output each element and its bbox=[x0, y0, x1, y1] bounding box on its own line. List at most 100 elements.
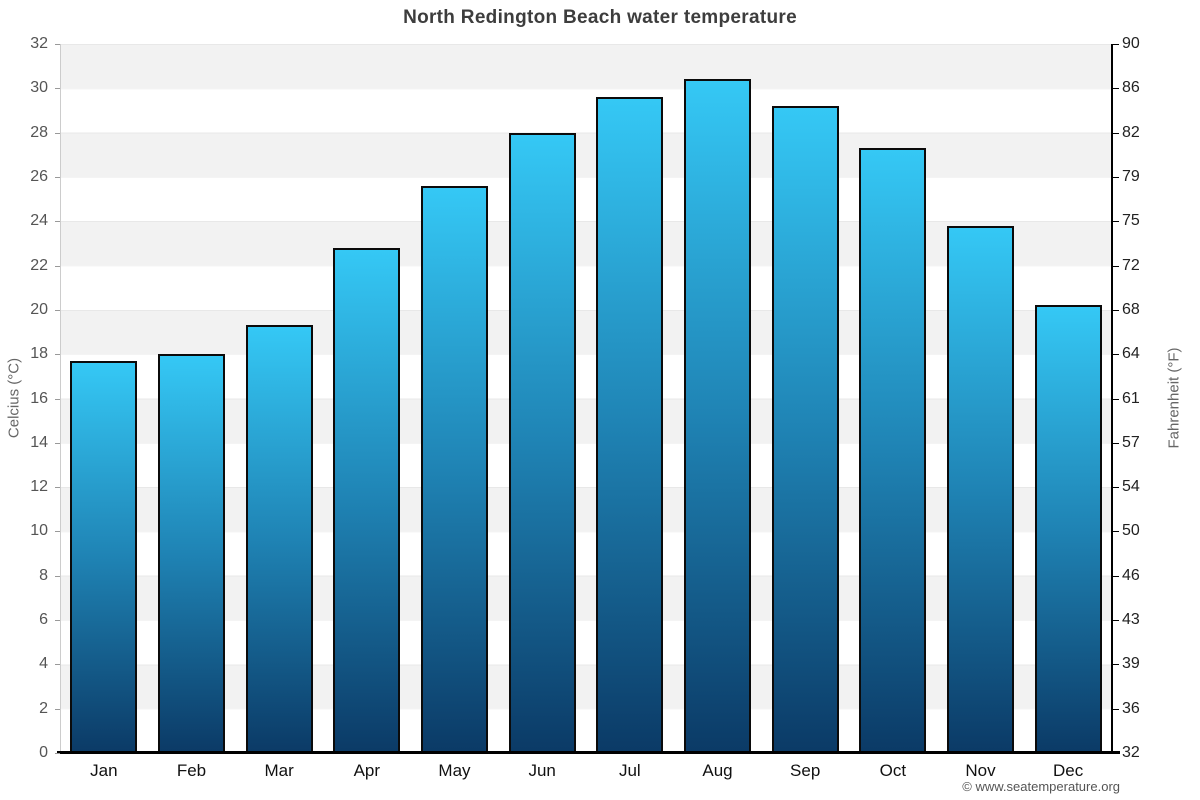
celsius-tickmark-18 bbox=[55, 354, 60, 356]
month-label-feb: Feb bbox=[176, 761, 207, 780]
month-label-apr: Apr bbox=[353, 761, 381, 780]
fahrenheit-tick-82: 82 bbox=[1122, 123, 1140, 141]
fahrenheit-tick-54: 54 bbox=[1122, 478, 1140, 496]
fahrenheit-tickmark-43 bbox=[1113, 620, 1119, 622]
month-label-jun: Jun bbox=[528, 761, 556, 780]
celsius-tick-6: 6 bbox=[39, 611, 48, 629]
month-label-nov: Nov bbox=[965, 761, 996, 780]
celsius-tick-8: 8 bbox=[39, 566, 48, 584]
fahrenheit-tick-68: 68 bbox=[1122, 300, 1140, 318]
bar-apr bbox=[333, 247, 401, 753]
fahrenheit-tick-61: 61 bbox=[1122, 389, 1140, 407]
bar-oct bbox=[859, 148, 927, 753]
month-label-aug: Aug bbox=[702, 761, 733, 780]
fahrenheit-tickmark-90 bbox=[1113, 44, 1119, 45]
month-label-jan: Jan bbox=[90, 761, 118, 780]
month-label-oct: Oct bbox=[879, 761, 907, 780]
celsius-tickmark-16 bbox=[55, 398, 60, 400]
fahrenheit-tick-50: 50 bbox=[1122, 522, 1140, 540]
fahrenheit-tick-43: 43 bbox=[1122, 611, 1140, 629]
fahrenheit-tickmark-68 bbox=[1113, 309, 1119, 311]
bars-layer bbox=[60, 44, 1112, 753]
fahrenheit-tickmark-75 bbox=[1113, 221, 1119, 223]
celsius-tick-22: 22 bbox=[30, 256, 48, 274]
fahrenheit-tickmark-57 bbox=[1113, 442, 1119, 444]
y-axis-label-fahrenheit: Fahrenheit (°F) bbox=[1165, 347, 1183, 449]
bar-jul bbox=[596, 97, 664, 753]
fahrenheit-tick-32: 32 bbox=[1122, 744, 1140, 761]
bar-mar bbox=[245, 325, 313, 753]
fahrenheit-tick-90: 90 bbox=[1122, 35, 1140, 52]
fahrenheit-tick-36: 36 bbox=[1122, 699, 1140, 717]
bar-may bbox=[421, 185, 488, 753]
fahrenheit-tick-57: 57 bbox=[1122, 433, 1140, 451]
fahrenheit-tickmark-32 bbox=[1113, 753, 1119, 754]
celsius-tickmark-10 bbox=[55, 531, 60, 533]
fahrenheit-tickmark-72 bbox=[1113, 265, 1119, 267]
bar-jun bbox=[508, 132, 576, 753]
fahrenheit-tickmark-50 bbox=[1113, 531, 1119, 533]
fahrenheit-tick-86: 86 bbox=[1122, 79, 1140, 97]
celsius-tickmark-20 bbox=[55, 309, 60, 311]
celsius-tick-16: 16 bbox=[30, 389, 48, 407]
celsius-tick-14: 14 bbox=[30, 433, 48, 451]
plot-area bbox=[60, 44, 1112, 753]
bar-feb bbox=[158, 354, 225, 753]
bar-dec bbox=[1034, 305, 1102, 753]
bar-aug bbox=[684, 79, 751, 753]
celsius-tick-4: 4 bbox=[39, 655, 48, 673]
month-label-may: May bbox=[438, 761, 471, 780]
month-label-jul: Jul bbox=[618, 761, 641, 780]
celsius-tickmark-32 bbox=[55, 44, 60, 45]
celsius-tickmark-4 bbox=[55, 664, 60, 666]
fahrenheit-tick-79: 79 bbox=[1122, 167, 1140, 185]
celsius-tick-32: 32 bbox=[30, 35, 48, 52]
fahrenheit-tickmark-79 bbox=[1113, 176, 1119, 178]
celsius-tickmark-14 bbox=[55, 442, 60, 444]
celsius-tick-0: 0 bbox=[39, 744, 48, 761]
celsius-tickmark-8 bbox=[55, 575, 60, 577]
celsius-tickmark-22 bbox=[55, 265, 60, 267]
fahrenheit-tick-46: 46 bbox=[1122, 566, 1140, 584]
bottom-axis-line bbox=[57, 751, 1120, 754]
celsius-tickmark-28 bbox=[55, 132, 60, 134]
celsius-tick-2: 2 bbox=[39, 699, 48, 717]
celsius-tick-12: 12 bbox=[30, 478, 48, 496]
celsius-tickmark-6 bbox=[55, 620, 60, 622]
celsius-tickmark-0 bbox=[55, 753, 60, 754]
fahrenheit-tick-75: 75 bbox=[1122, 212, 1140, 230]
month-label-mar: Mar bbox=[264, 761, 294, 780]
fahrenheit-tickmark-46 bbox=[1113, 575, 1119, 577]
fahrenheit-tickmark-61 bbox=[1113, 398, 1119, 400]
right-axis-line bbox=[1111, 44, 1113, 754]
celsius-tick-10: 10 bbox=[30, 522, 48, 540]
celsius-tickmark-24 bbox=[55, 221, 60, 223]
celsius-tick-30: 30 bbox=[30, 79, 48, 97]
chart-title: North Redington Beach water temperature bbox=[403, 7, 797, 28]
left-axis-line bbox=[60, 44, 61, 753]
fahrenheit-tickmark-64 bbox=[1113, 354, 1119, 356]
celsius-tickmark-30 bbox=[55, 88, 60, 90]
fahrenheit-tickmark-39 bbox=[1113, 664, 1119, 666]
attribution-text: © www.seatemperature.org bbox=[962, 779, 1120, 794]
celsius-tick-26: 26 bbox=[30, 167, 48, 185]
y-axis-label-celsius: Celcius (°C) bbox=[5, 357, 23, 439]
bar-sep bbox=[771, 106, 839, 753]
celsius-tick-20: 20 bbox=[30, 300, 48, 318]
month-label-dec: Dec bbox=[1053, 761, 1084, 780]
celsius-tick-28: 28 bbox=[30, 123, 48, 141]
fahrenheit-tick-39: 39 bbox=[1122, 655, 1140, 673]
celsius-tickmark-2 bbox=[55, 708, 60, 710]
celsius-tickmark-26 bbox=[55, 176, 60, 178]
fahrenheit-tickmark-36 bbox=[1113, 708, 1119, 710]
bar-jan bbox=[70, 360, 138, 753]
bar-nov bbox=[947, 225, 1014, 753]
fahrenheit-tickmark-54 bbox=[1113, 487, 1119, 489]
fahrenheit-tick-64: 64 bbox=[1122, 345, 1140, 363]
celsius-tick-24: 24 bbox=[30, 212, 48, 230]
celsius-tickmark-12 bbox=[55, 487, 60, 489]
fahrenheit-tick-72: 72 bbox=[1122, 256, 1140, 274]
celsius-tick-18: 18 bbox=[30, 345, 48, 363]
month-label-sep: Sep bbox=[790, 761, 821, 780]
